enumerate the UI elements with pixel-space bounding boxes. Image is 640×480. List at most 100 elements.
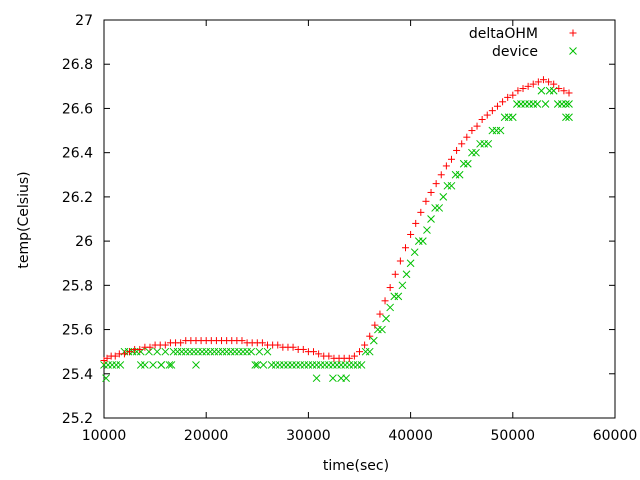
data-point (529, 80, 537, 88)
data-point (565, 113, 573, 122)
data-point (423, 226, 431, 234)
data-point (243, 347, 251, 356)
data-point (483, 111, 491, 119)
data-point (312, 374, 321, 383)
data-point (396, 257, 404, 265)
data-point (258, 339, 266, 347)
data-point (541, 100, 550, 108)
data-point (550, 80, 558, 88)
data-point (473, 122, 481, 130)
data-point (382, 314, 390, 323)
data-point (214, 347, 223, 356)
data-point (349, 361, 358, 369)
data-point (525, 100, 534, 108)
data-point (386, 303, 395, 312)
data-point (304, 361, 313, 369)
data-point (514, 87, 522, 95)
data-point (126, 348, 134, 356)
data-point (190, 347, 198, 356)
data-point (407, 230, 415, 238)
data-point (312, 361, 321, 369)
data-point (315, 350, 323, 358)
y-axis-label: temp(Celsius) (16, 171, 32, 268)
data-point (116, 361, 125, 369)
data-point (406, 259, 415, 268)
data-point (509, 91, 517, 99)
data-point (253, 361, 262, 369)
data-point (299, 345, 307, 353)
data-point (185, 347, 194, 356)
data-point (345, 361, 354, 369)
data-point (376, 310, 384, 318)
data-point (508, 113, 517, 122)
data-point (157, 361, 166, 369)
data-point (534, 78, 542, 86)
x-tick-label: 10000 (82, 428, 127, 444)
data-point (458, 140, 466, 148)
data-point (329, 361, 337, 369)
data-point (488, 107, 496, 115)
data-point (239, 347, 247, 356)
data-point (149, 361, 157, 369)
data-point (251, 361, 260, 369)
data-point (350, 352, 358, 360)
legend-marker-glyph (569, 47, 577, 55)
data-point (136, 361, 145, 369)
data-point (472, 148, 480, 157)
data-point (267, 361, 276, 369)
data-point (333, 361, 341, 369)
data-point (476, 139, 484, 148)
data-point (271, 361, 280, 369)
data-point (153, 347, 161, 356)
data-point (284, 361, 292, 369)
data-point (112, 361, 121, 369)
y-tick-label: 25.4 (62, 367, 93, 383)
data-point (463, 159, 472, 168)
data-point (102, 374, 110, 383)
data-point (492, 126, 501, 135)
data-point (310, 348, 318, 356)
data-point (391, 270, 399, 278)
plot-frame (103, 19, 616, 419)
data-point (141, 361, 149, 369)
data-point (308, 361, 317, 369)
data-point (427, 215, 435, 223)
data-point (410, 248, 419, 257)
data-point (524, 82, 532, 90)
data-point (235, 347, 243, 356)
data-point (192, 361, 200, 369)
data-point (443, 181, 452, 190)
data-point (394, 292, 403, 301)
data-point (390, 292, 399, 301)
y-tick-label: 26.4 (62, 146, 93, 162)
data-point (374, 325, 382, 334)
data-point (167, 361, 176, 369)
data-point (422, 197, 430, 205)
data-point (537, 86, 546, 95)
data-point (496, 126, 505, 135)
data-point (320, 361, 329, 369)
data-point (478, 116, 486, 123)
data-point (435, 204, 444, 212)
data-point (442, 162, 450, 170)
data-point (104, 361, 112, 369)
data-point (365, 347, 374, 356)
data-point (533, 100, 542, 108)
x-tick-label: 60000 (593, 428, 638, 444)
data-point (437, 171, 445, 179)
y-tick-label: 25.6 (62, 323, 93, 339)
data-point (263, 347, 272, 356)
data-point (369, 336, 378, 345)
data-point (296, 361, 305, 369)
data-point (504, 93, 512, 101)
data-point (447, 155, 455, 163)
data-point (288, 361, 296, 369)
data-point (136, 345, 144, 353)
data-point (342, 374, 351, 383)
data-point (488, 126, 497, 135)
data-point (513, 100, 521, 108)
data-point (500, 113, 509, 122)
data-point (378, 325, 386, 334)
data-point (181, 347, 190, 356)
data-point (451, 170, 460, 179)
